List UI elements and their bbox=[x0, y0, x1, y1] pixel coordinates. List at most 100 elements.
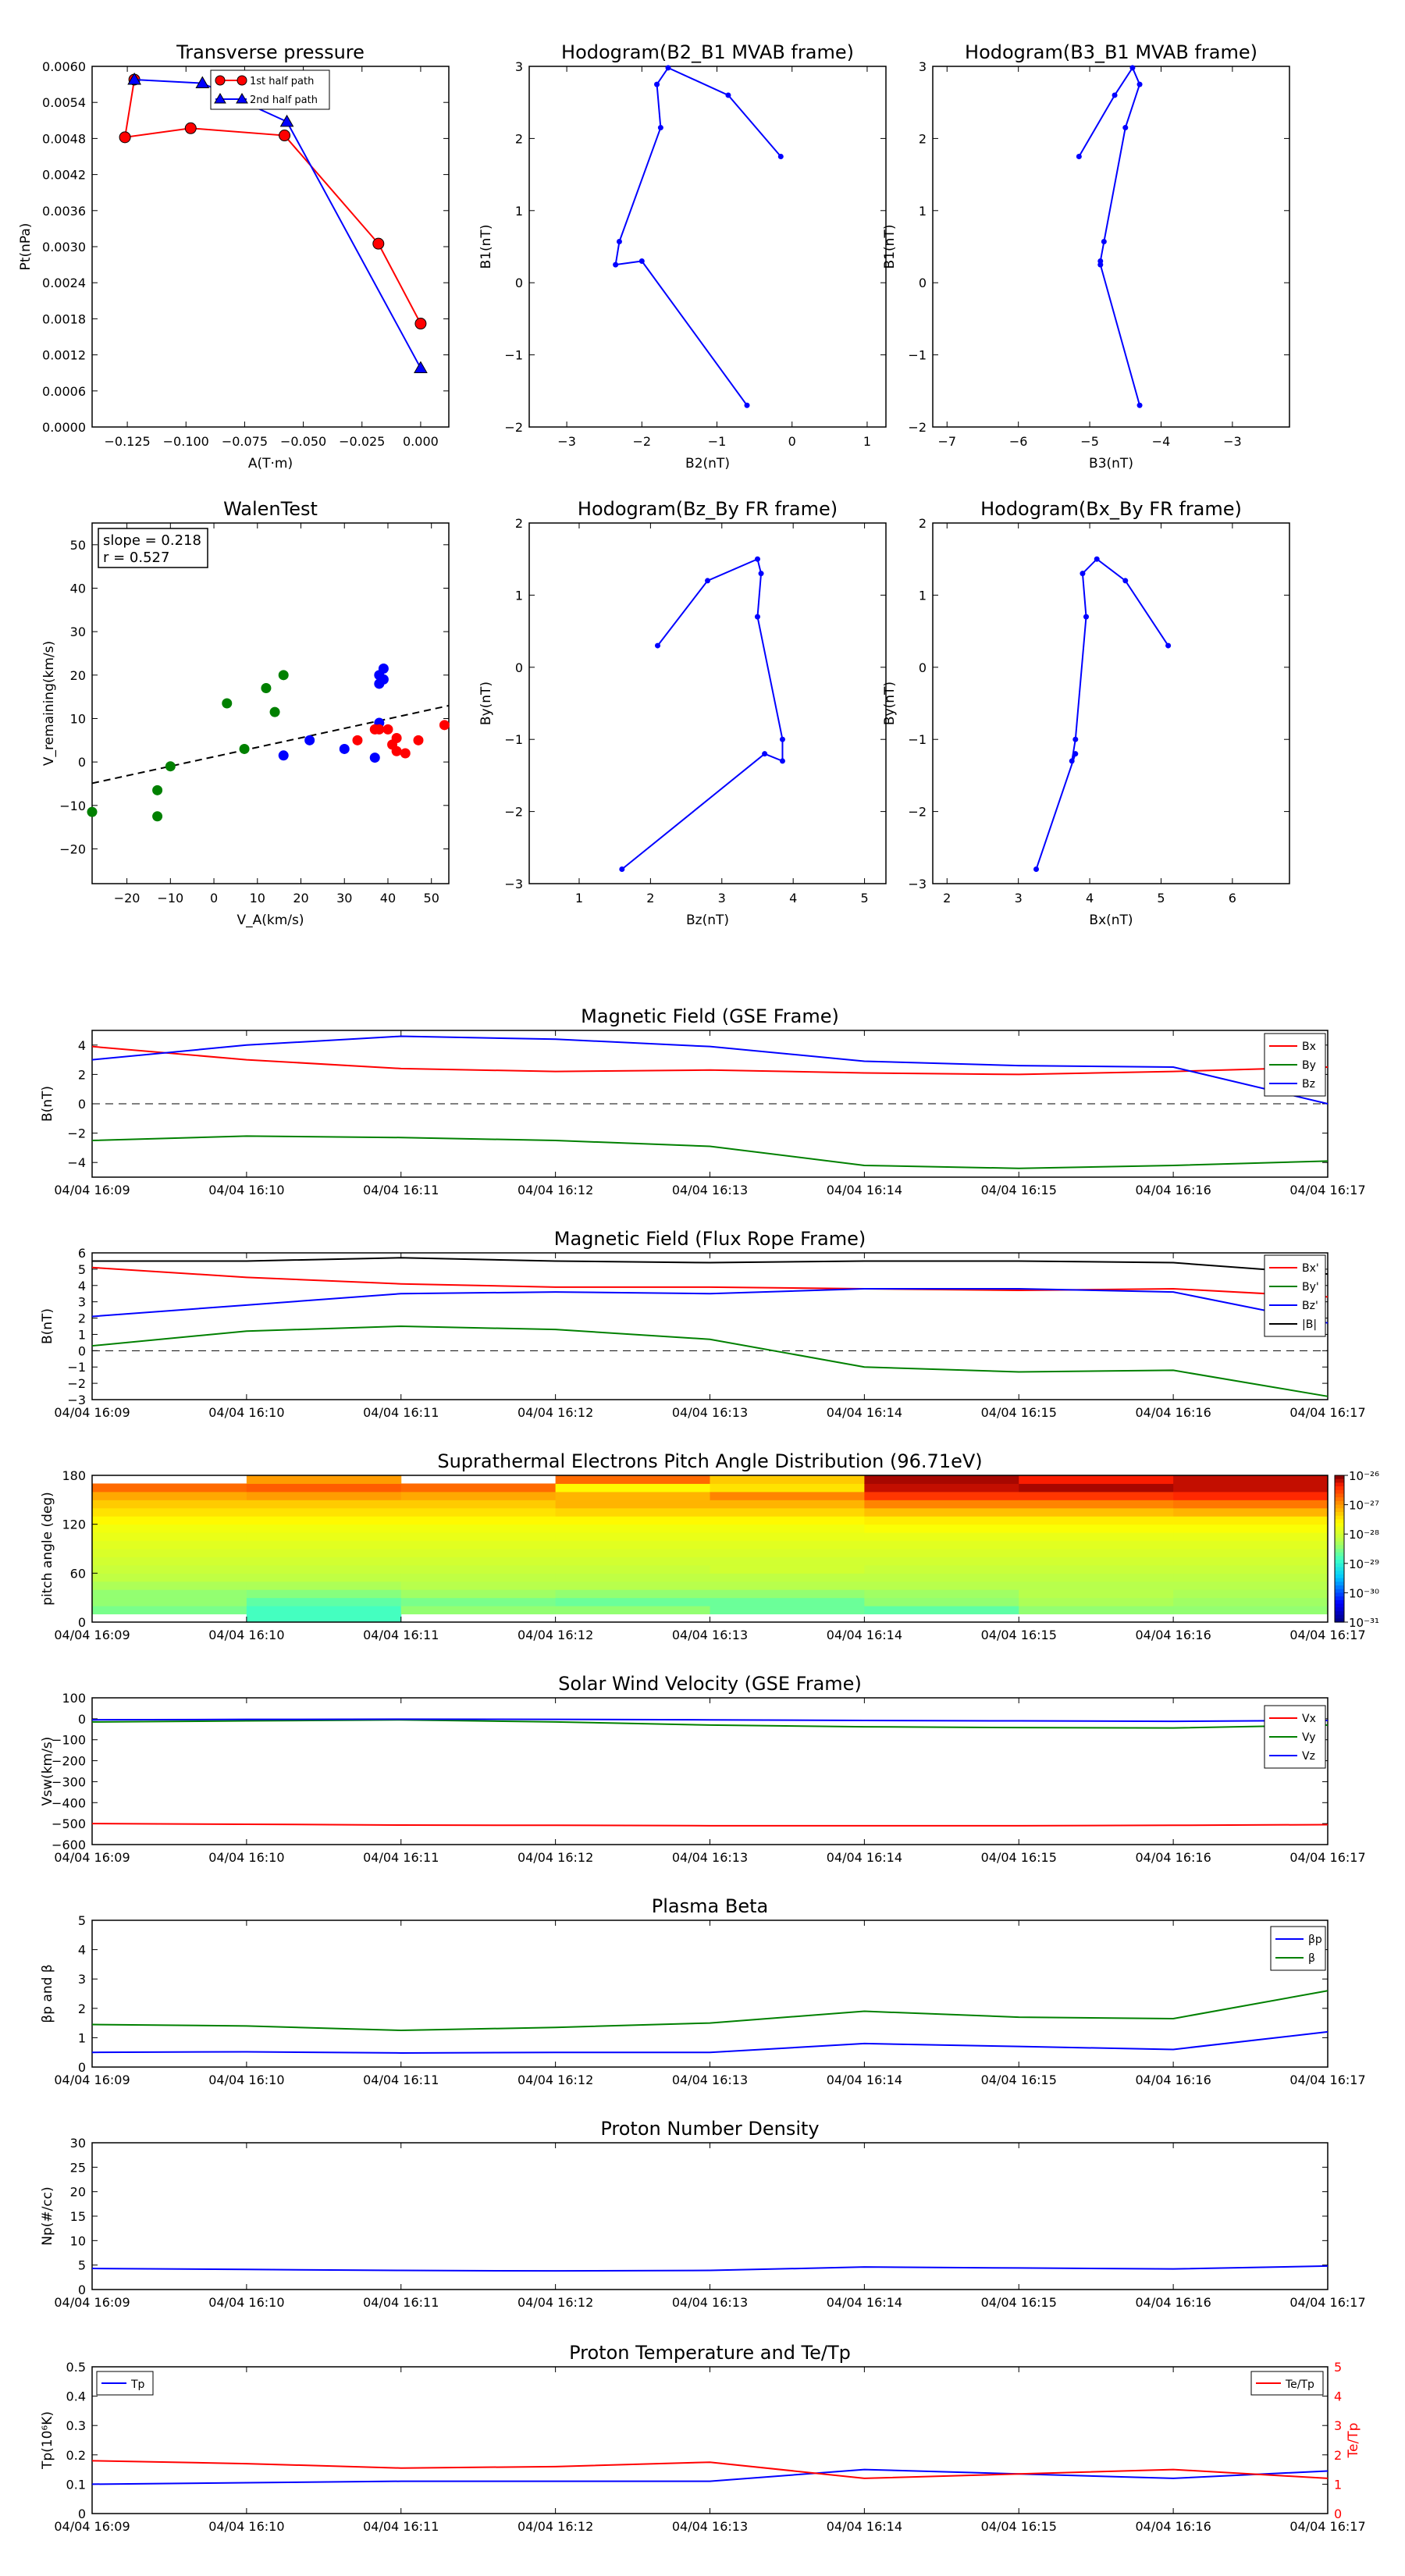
h2-xlabel: B3(nT) bbox=[1089, 456, 1133, 471]
walen-point bbox=[352, 735, 363, 745]
np-ytick-label: 25 bbox=[70, 2160, 86, 2175]
pad-cell bbox=[400, 1524, 557, 1533]
pad-colorbar-segment bbox=[1335, 1596, 1344, 1601]
pad-cell bbox=[1173, 1516, 1329, 1525]
tp2-ytick-right-label: 0 bbox=[1334, 2507, 1342, 2521]
h4-xtick-label: 6 bbox=[1229, 891, 1236, 906]
vsw-xtick-label: 04/04 16:12 bbox=[518, 1850, 593, 1865]
walen-xtick-label: 50 bbox=[424, 891, 439, 906]
tp-legend-label: 1st half path bbox=[250, 76, 314, 87]
pad-xtick-label: 04/04 16:15 bbox=[981, 1628, 1057, 1642]
h2-xtick-label: −4 bbox=[1152, 434, 1171, 449]
tp-legend-marker bbox=[215, 75, 226, 86]
h3-xtick-label: 1 bbox=[575, 891, 583, 906]
tp-0-point bbox=[279, 130, 291, 142]
walen-title: WalenTest bbox=[223, 498, 318, 520]
pad-cell bbox=[400, 1573, 557, 1582]
np-ytick-label: 30 bbox=[70, 2136, 86, 2151]
h4-point bbox=[1033, 866, 1040, 873]
pad-colorbar-segment bbox=[1335, 1592, 1344, 1597]
tp-ytick-label: 0.0000 bbox=[42, 420, 86, 435]
h1-point bbox=[657, 125, 663, 131]
h1-xtick-label: 0 bbox=[788, 434, 796, 449]
tp2-legend-right: Te/Tp bbox=[1250, 2371, 1324, 2396]
bfr-legend-label: By' bbox=[1302, 1281, 1319, 1293]
bfr-ytick-label: 2 bbox=[78, 1311, 86, 1326]
pad-cell bbox=[400, 1500, 557, 1509]
pad-colorbar-segment bbox=[1335, 1493, 1344, 1498]
bfr-xtick-label: 04/04 16:12 bbox=[518, 1405, 593, 1420]
tp-ytick-label: 0.0012 bbox=[42, 348, 86, 363]
bfr-legend-label: Bz' bbox=[1302, 1300, 1318, 1312]
h4-point bbox=[1094, 556, 1100, 562]
walen-point bbox=[378, 663, 389, 674]
vsw-xtick-label: 04/04 16:13 bbox=[672, 1850, 748, 1865]
pad-colorbar-segment bbox=[1335, 1519, 1344, 1524]
walen-point bbox=[152, 785, 163, 795]
walen-point bbox=[339, 743, 350, 754]
beta-xtick-label: 04/04 16:11 bbox=[363, 2073, 439, 2087]
tp2-ytick-label: 0.3 bbox=[66, 2418, 86, 2433]
tp2-ytick-label: 0.1 bbox=[66, 2477, 86, 2492]
walen-point bbox=[369, 753, 380, 763]
pad-cell bbox=[400, 1589, 557, 1599]
h3-point bbox=[705, 578, 710, 584]
walen-point bbox=[165, 761, 176, 772]
pad-cell bbox=[1019, 1532, 1174, 1542]
h3-ytick-label: 0 bbox=[515, 660, 523, 675]
h2-title: Hodogram(B3_B1 MVAB frame) bbox=[965, 41, 1257, 63]
pad-cell bbox=[710, 1540, 865, 1550]
pad-cell bbox=[710, 1516, 865, 1525]
bgse-ylabel: B(nT) bbox=[40, 1086, 55, 1122]
bfr-xtick-label: 04/04 16:17 bbox=[1289, 1405, 1365, 1420]
pad-cell bbox=[92, 1532, 247, 1542]
pad-cell bbox=[864, 1483, 1019, 1493]
tp-legend-marker bbox=[236, 93, 248, 104]
pad-cell bbox=[246, 1597, 402, 1606]
vsw-xtick-label: 04/04 16:10 bbox=[208, 1850, 284, 1865]
h4-xtick-label: 4 bbox=[1086, 891, 1094, 906]
walen-annotation-box bbox=[98, 528, 208, 568]
tp-title: Transverse pressure bbox=[176, 41, 365, 63]
walen-ytick-label: 40 bbox=[70, 581, 86, 596]
tp2-xtick-label: 04/04 16:15 bbox=[981, 2519, 1057, 2534]
vsw-0-series-line bbox=[91, 1823, 1329, 1827]
bfr-ytick-label: 4 bbox=[78, 1279, 86, 1293]
bgse-title: Magnetic Field (GSE Frame) bbox=[581, 1005, 839, 1027]
np-xtick-label: 04/04 16:16 bbox=[1135, 2295, 1211, 2310]
pad-colorbar-segment bbox=[1335, 1482, 1344, 1487]
h3-point bbox=[655, 642, 661, 649]
bgse-legend-label: Bx bbox=[1302, 1041, 1316, 1053]
np-panel: Proton Number Density Np(#/cc) 0 5 10 15 20 25 3… bbox=[40, 2118, 1366, 2310]
beta-ytick-label: 4 bbox=[78, 1943, 86, 1958]
h2-point bbox=[1101, 239, 1107, 245]
pad-panel: Suprathermal Electrons Pitch Angle Distr… bbox=[40, 1450, 1379, 1642]
tp-ytick-label: 0.0006 bbox=[42, 384, 86, 399]
h3-xtick-label: 2 bbox=[646, 891, 654, 906]
bgse-panel: Magnetic Field (GSE Frame) B(nT) −4 −2 0 2 4 04… bbox=[40, 1005, 1366, 1197]
beta-legend-box bbox=[1270, 1926, 1326, 1971]
tp-panel: Transverse pressure A(T·m) Pt(nPa) −0.125 −0… bbox=[18, 41, 450, 471]
h3-ytick-label: 1 bbox=[515, 588, 523, 603]
walen-point bbox=[439, 720, 450, 731]
tp-1-point bbox=[279, 114, 294, 127]
tp-1-point bbox=[127, 72, 141, 85]
tp-xtick-label: 0.000 bbox=[403, 434, 439, 449]
beta-xtick-label: 04/04 16:17 bbox=[1289, 2073, 1365, 2087]
np-xtick-label: 04/04 16:10 bbox=[208, 2295, 284, 2310]
pad-cell bbox=[864, 1532, 1019, 1542]
h1-ylabel: B1(nT) bbox=[478, 225, 494, 269]
pad-colorbar-segment bbox=[1335, 1614, 1344, 1619]
pad-cell bbox=[1173, 1606, 1329, 1615]
np-ytick-label: 20 bbox=[70, 2185, 86, 2200]
h2-xtick-label: −5 bbox=[1080, 434, 1099, 449]
pad-cell bbox=[246, 1549, 402, 1557]
h1-ytick-label: 3 bbox=[515, 59, 523, 74]
pad-cell bbox=[710, 1581, 865, 1590]
bfr-2-series-line bbox=[91, 1287, 1329, 1324]
h4-ytick-label: 1 bbox=[919, 588, 927, 603]
pad-cell bbox=[710, 1606, 865, 1615]
bfr-panel: Magnetic Field (Flux Rope Frame) B(nT) −3 −… bbox=[40, 1228, 1366, 1420]
pad-cell bbox=[555, 1532, 710, 1542]
pad-cell bbox=[400, 1606, 557, 1615]
